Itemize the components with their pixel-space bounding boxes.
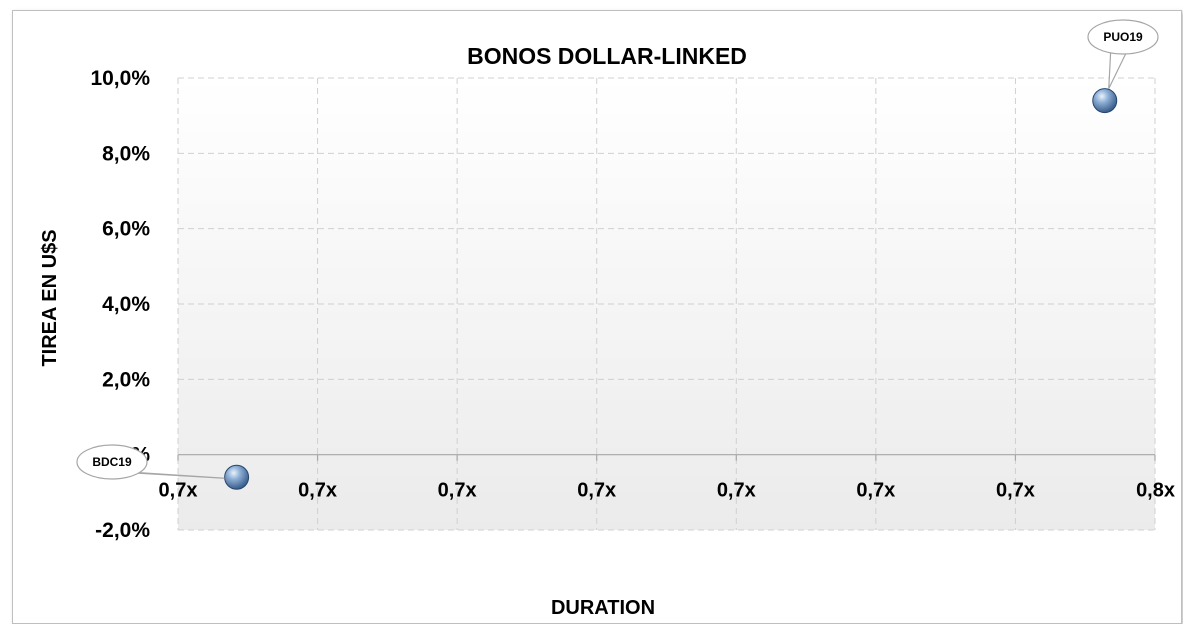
x-tick-label: 0,7x [577,480,616,502]
x-tick-label: 0,7x [159,480,198,502]
x-tick-label: 0,7x [856,480,895,502]
y-tick-label: 6,0% [102,218,150,241]
y-tick-label: 8,0% [102,142,150,165]
callout-bubble [76,444,148,480]
grid [177,77,1156,531]
y-tick-label: -2,0% [95,519,150,542]
y-tick-label: 10,0% [90,67,150,90]
y-tick-label: 4,0% [102,293,150,316]
y-tick-labels: 10,0%8,0%6,0%4,0%2,0%0,0%-2,0% [90,67,150,542]
x-tick-labels: 0,7x 0,7x 0,7x 0,7x 0,7x 0,7x 0,7x 0,8x [159,480,1175,502]
data-points: BDC19 PUO19 [76,19,1159,490]
data-point-marker [1092,88,1118,114]
data-point-label: BDC19 [92,455,132,469]
x-tick-label: 0,7x [438,480,477,502]
data-point-bdc19: BDC19 [76,444,250,490]
x-axis-label: DURATION [551,597,655,619]
callout-bubble [1087,19,1159,55]
x-tick-label: 0,7x [298,480,337,502]
y-axis-label: TIREA EN U$S [39,229,61,366]
x-tick-label: 0,8x [1136,480,1175,502]
x-tick-label: 0,7x [996,480,1035,502]
chart-title: BONOS DOLLAR-LINKED [467,43,747,69]
data-point-marker [224,464,250,490]
data-point-label: PUO19 [1103,30,1143,44]
data-point-puo19: PUO19 [1087,19,1159,114]
x-tick-label: 0,7x [717,480,756,502]
y-tick-label: 2,0% [102,368,150,391]
